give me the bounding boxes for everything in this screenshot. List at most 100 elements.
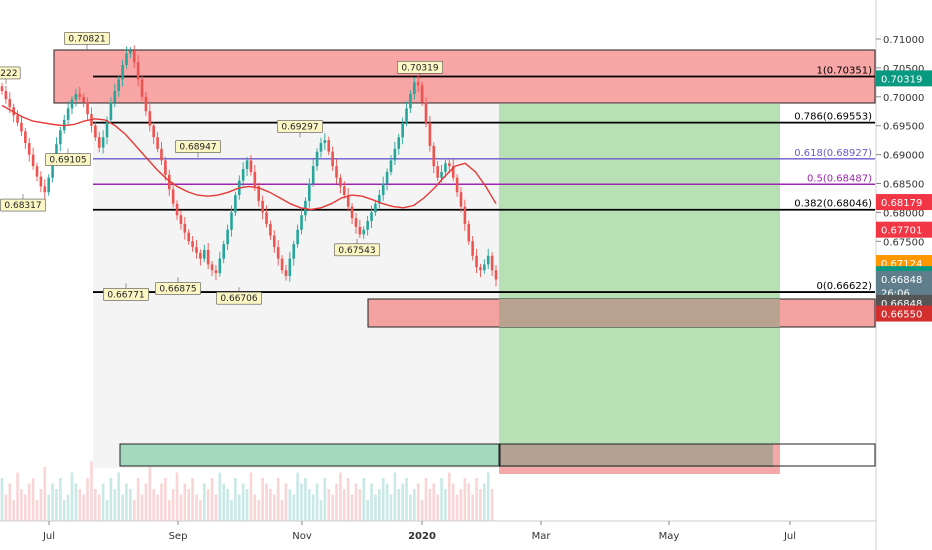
candle-body <box>249 160 253 172</box>
candle-body <box>113 91 117 103</box>
pivot-label-box <box>0 66 21 80</box>
volume-bar <box>35 500 39 521</box>
candle-body <box>117 79 120 92</box>
pivot-label: 0.70821 <box>68 34 105 44</box>
volume-bar <box>300 483 303 521</box>
volume-bar <box>354 483 358 521</box>
volume-bar <box>420 500 424 521</box>
volume-bar <box>350 494 354 521</box>
volume-bar <box>121 494 124 521</box>
y-tick-label: 0.69500 <box>883 122 924 133</box>
candle-body <box>288 258 292 276</box>
candle-body <box>467 223 471 242</box>
volume-bar <box>90 461 93 521</box>
candle-body <box>284 270 288 276</box>
y-tick-label: 0.71000 <box>883 35 924 46</box>
volume-bar <box>292 494 296 521</box>
candle-body <box>339 177 342 187</box>
demand-zone[interactable] <box>119 443 501 467</box>
volume-bar <box>490 489 494 521</box>
volume-bar <box>280 500 284 521</box>
volume-bar <box>315 483 319 521</box>
candle-body <box>97 137 101 148</box>
candle-body <box>187 232 191 242</box>
pivot-label-box <box>0 198 46 212</box>
pivot-labels: 0.70821 0222 0.68317 0.69105 0.68947 0.69297 0… <box>0 32 443 305</box>
volume-bar <box>202 483 206 521</box>
time-axis[interactable]: Jul Sep Nov 2020 Mar May Jul <box>42 521 796 542</box>
candle-body <box>214 270 218 274</box>
candle-body <box>35 166 39 177</box>
y-tick-label: 0.70000 <box>883 93 924 104</box>
candle-body <box>78 93 82 97</box>
volume-bar <box>241 483 245 521</box>
volume-bar <box>288 489 292 521</box>
volume-bar <box>397 489 401 521</box>
volume-bar <box>311 494 315 521</box>
candle-body <box>51 160 54 178</box>
candle-body <box>448 163 451 167</box>
candle-body <box>475 255 478 268</box>
long-position-loss-inner <box>499 444 773 467</box>
candle-body <box>323 140 327 144</box>
volume-bar <box>451 483 455 521</box>
candle-body <box>109 102 113 120</box>
drawing-zones <box>53 49 876 474</box>
volume-bar <box>323 478 327 521</box>
candle-body <box>393 148 397 161</box>
volume-bar <box>140 494 144 521</box>
candle-body <box>70 99 74 109</box>
volume-bar <box>164 478 167 521</box>
candle-body <box>24 131 27 144</box>
volume-bar <box>374 494 377 521</box>
volume-bar <box>257 500 261 521</box>
x-tick-label: Jul <box>783 531 796 542</box>
candle-body <box>148 111 152 126</box>
candle-body <box>342 186 346 196</box>
candle-body <box>315 151 319 167</box>
price-tag-label: 0.66848 <box>881 275 922 286</box>
volume-bar <box>136 478 140 521</box>
volume-bar <box>413 489 416 521</box>
price-tags: 0.703190.681790.677010.671240.669320.668… <box>876 70 932 322</box>
candle-body <box>413 82 416 94</box>
volume-bar <box>381 478 385 521</box>
pivot-label: 0.66875 <box>159 284 196 294</box>
candle-body <box>296 229 299 245</box>
volume-bar <box>39 489 43 521</box>
candle-body <box>327 140 331 152</box>
fib-level-label: 0.5(0.68487) <box>807 173 872 184</box>
candle-body <box>101 137 105 148</box>
candle-body <box>86 102 89 115</box>
volume-bar <box>234 478 237 521</box>
candle-body <box>366 221 369 230</box>
volume-bar <box>444 489 447 521</box>
candle-body <box>4 91 8 100</box>
pivot-label: 0.69105 <box>49 156 86 166</box>
price-tag-label: 0.70319 <box>881 74 922 85</box>
candle-body <box>319 143 323 152</box>
volume-bar <box>78 489 82 521</box>
volume-bar <box>144 483 148 521</box>
y-tick-label: 0.70500 <box>883 64 924 75</box>
pivot-label: 0222 <box>0 69 17 79</box>
candle-body <box>436 166 439 178</box>
candle-body <box>432 145 436 167</box>
long-position-profit[interactable] <box>499 104 780 444</box>
price-tag-bg <box>876 194 932 211</box>
volume-bar <box>195 494 198 521</box>
candle-body <box>362 229 366 235</box>
candle-body <box>210 264 214 271</box>
pivot-label: 0.70319 <box>401 63 438 73</box>
volume-bar <box>109 478 113 521</box>
volume-bar <box>436 494 439 521</box>
volume-bar <box>331 494 334 521</box>
candle-body <box>241 169 245 181</box>
volume-bar <box>486 472 490 521</box>
pivot-label: 0.69297 <box>281 122 318 132</box>
candle-body <box>494 270 498 280</box>
volume-bar <box>276 478 280 521</box>
volume-bar <box>459 489 463 521</box>
candle-body <box>463 206 467 224</box>
